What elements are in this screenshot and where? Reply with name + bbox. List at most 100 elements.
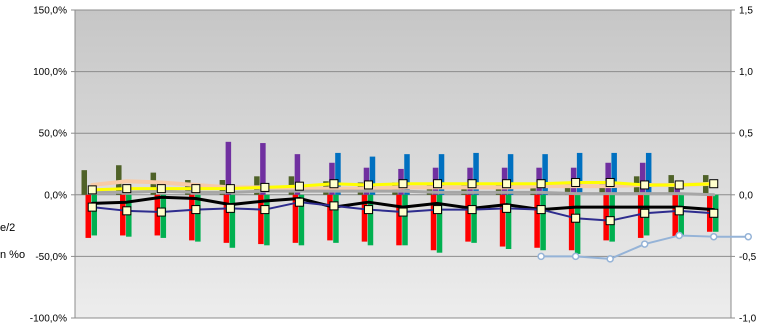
bar (404, 154, 410, 195)
line-point (398, 207, 408, 217)
y2-tick-label: 0,5 (739, 129, 753, 140)
line-point (156, 184, 166, 194)
bar (298, 194, 305, 246)
y-tick-label: 0,0% (44, 190, 67, 201)
bar (564, 182, 571, 195)
bar (229, 194, 236, 248)
bar (329, 162, 335, 195)
bar (264, 194, 270, 246)
bar (499, 194, 506, 247)
line-point (537, 252, 545, 261)
line-point (363, 180, 373, 190)
bar (542, 154, 548, 195)
bar (327, 194, 333, 241)
line-point (191, 205, 201, 215)
bar (126, 194, 132, 237)
bar (436, 194, 443, 253)
y2-tick-label: 1,0 (739, 67, 753, 78)
line-point (433, 179, 443, 189)
line-point (294, 197, 304, 207)
y-axis-left: 150,0% 100,0% 50,0% 0,0% -50,0% -100,0% (30, 6, 75, 325)
bar (471, 194, 477, 243)
line-point (536, 205, 546, 215)
bar (91, 194, 98, 236)
line-point (433, 205, 443, 215)
line-point (191, 184, 201, 194)
bar (258, 194, 264, 245)
line-point (156, 207, 166, 217)
bar (195, 194, 201, 242)
bar (223, 194, 230, 243)
line-point (640, 180, 650, 190)
line-point (502, 203, 512, 213)
line-series-group (87, 177, 753, 263)
bar (333, 194, 339, 243)
bar (505, 194, 512, 250)
line-point (87, 202, 97, 212)
y-tick-label: -50,0% (35, 252, 67, 263)
bar (367, 194, 374, 246)
line-point (502, 179, 512, 189)
y-axis-right: 1,5 1,0 0,5 0,0 -0,5 -1,0 (731, 6, 757, 325)
bar (639, 162, 646, 195)
bar (540, 194, 546, 251)
bar (438, 154, 445, 195)
line-point (744, 232, 753, 241)
bar (530, 182, 536, 195)
line-point (674, 206, 684, 216)
line-point (467, 179, 477, 189)
bar (294, 154, 301, 195)
line-point (122, 184, 132, 194)
y-tick-label: 50,0% (39, 129, 67, 140)
bar (430, 194, 437, 251)
bar (361, 194, 368, 242)
bar (473, 152, 479, 195)
line-point (225, 203, 235, 213)
y2-tick-label: 0,0 (739, 190, 753, 201)
line-point (709, 179, 719, 189)
line-point (571, 252, 580, 261)
bar (507, 154, 514, 195)
y2-tick-label: -1,0 (739, 314, 757, 325)
line-point (709, 208, 719, 218)
bar (645, 152, 652, 195)
side-label-2: n %o (0, 249, 26, 261)
line-point (709, 232, 718, 241)
bar (576, 152, 583, 195)
line-point (294, 181, 304, 191)
line-point (606, 255, 614, 263)
bar (672, 194, 678, 237)
line-point (571, 177, 581, 187)
bar (292, 194, 299, 243)
side-label-1: e/2 (0, 222, 16, 234)
bar (225, 141, 232, 195)
line-point (571, 213, 581, 223)
line-point (605, 177, 615, 187)
bar (599, 182, 605, 195)
bar (335, 152, 341, 195)
line-point (640, 208, 650, 218)
line-point (398, 179, 408, 189)
line-point (260, 205, 270, 215)
y2-tick-label: -0,5 (739, 252, 757, 263)
bar (81, 170, 88, 195)
bar (116, 165, 122, 195)
y-tick-label: -100,0% (30, 314, 67, 325)
line-point (605, 216, 615, 226)
y-tick-label: 100,0% (33, 67, 67, 78)
bar (402, 194, 408, 246)
series-line (90, 195, 716, 212)
bar (611, 152, 617, 195)
plot-area (74, 9, 732, 319)
line-point (260, 182, 270, 192)
y-tick-label: 150,0% (33, 6, 67, 17)
bar (85, 194, 92, 238)
bar (396, 194, 402, 246)
line-point (122, 206, 132, 216)
bar (369, 156, 376, 195)
line-point (329, 201, 339, 211)
bar (189, 194, 195, 241)
line-point (363, 205, 373, 215)
line-point (329, 179, 339, 189)
